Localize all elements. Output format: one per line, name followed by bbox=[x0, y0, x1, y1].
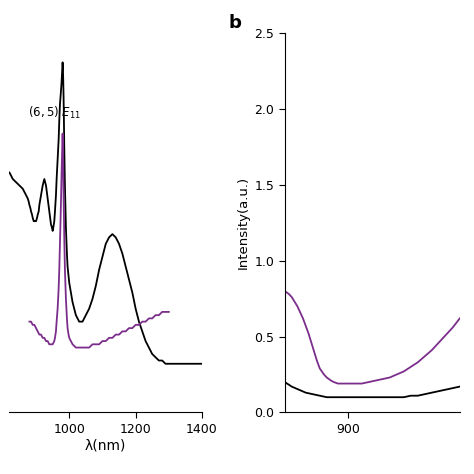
Text: b: b bbox=[229, 14, 242, 32]
X-axis label: λ(nm): λ(nm) bbox=[85, 438, 127, 453]
Text: $(6,5)$ $E_{11}$: $(6,5)$ $E_{11}$ bbox=[28, 105, 81, 121]
Y-axis label: Intensity(a.u.): Intensity(a.u.) bbox=[237, 176, 250, 269]
